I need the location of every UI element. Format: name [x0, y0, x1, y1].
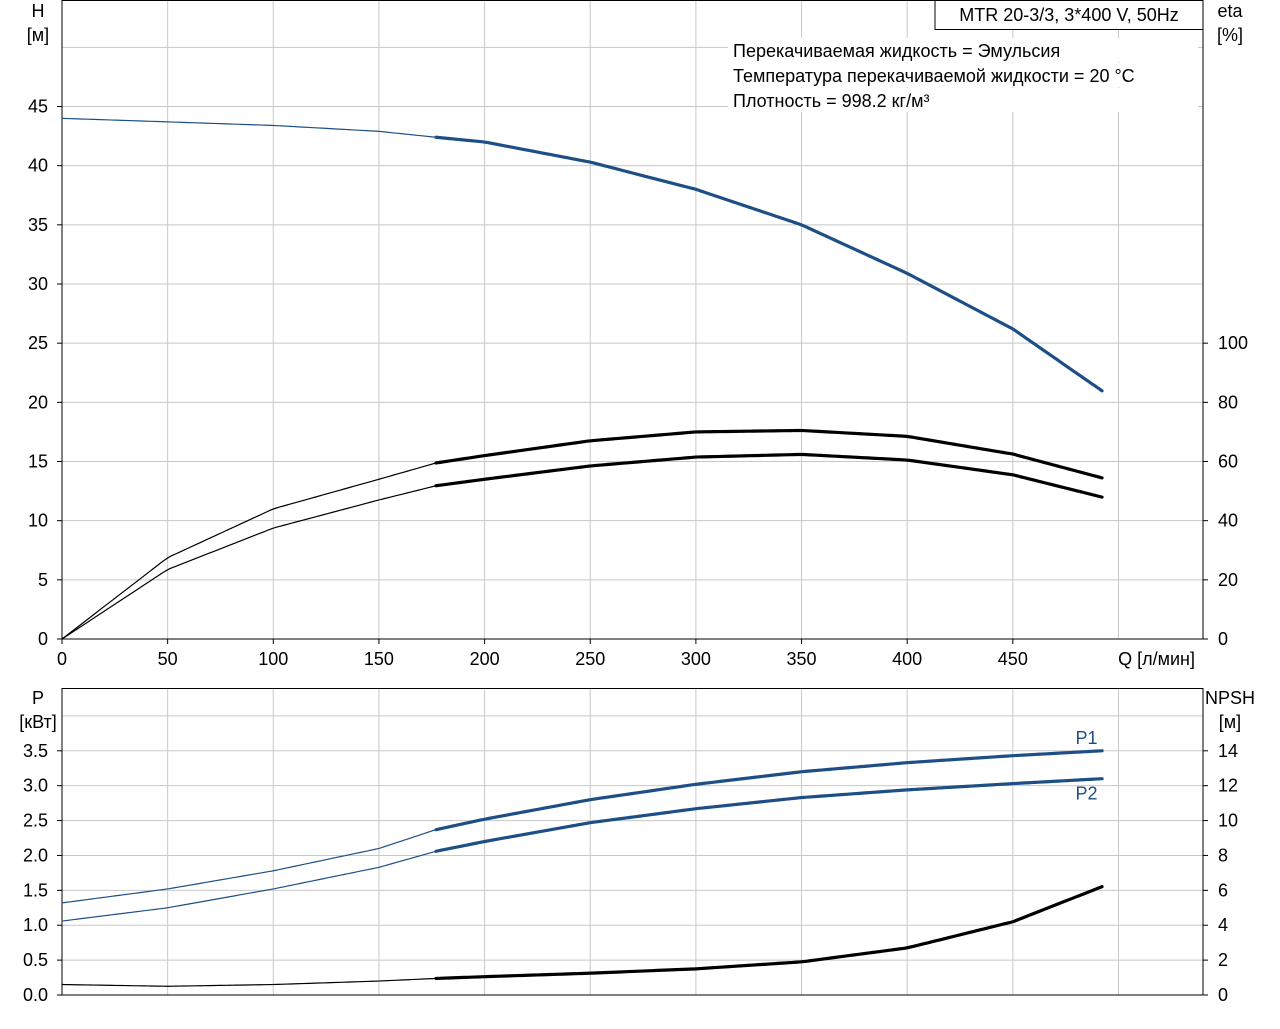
series-curve-0-1-duty	[434, 428, 1104, 480]
y-left-tick-label: 3.0	[23, 776, 48, 796]
y-right-axis-unit: [%]	[1217, 25, 1243, 45]
y-right-tick-label: 0	[1218, 985, 1228, 1005]
y-right-axis-unit: [м]	[1219, 712, 1241, 732]
x-tick-label: 250	[575, 649, 605, 669]
info-line-background	[728, 63, 1198, 87]
y-left-tick-label: 0.0	[23, 985, 48, 1005]
y-right-tick-label: 20	[1218, 570, 1238, 590]
y-left-axis-unit: [кВт]	[19, 712, 57, 732]
y-right-tick-label: 80	[1218, 392, 1238, 412]
y-right-tick-label: 60	[1218, 452, 1238, 472]
y-right-tick-label: 8	[1218, 845, 1228, 865]
y-left-tick-label: 30	[28, 274, 48, 294]
y-left-tick-label: 35	[28, 215, 48, 235]
series-label-p2: P2	[1076, 784, 1098, 804]
info-line: Плотность = 998.2 кг/м³	[733, 91, 929, 111]
x-tick-label: 100	[258, 649, 288, 669]
y-left-axis-title: P	[32, 688, 44, 708]
series-p1-duty	[434, 749, 1104, 832]
series-npsh-duty	[434, 885, 1104, 981]
y-left-tick-label: 2.5	[23, 811, 48, 831]
y-right-tick-label: 40	[1218, 511, 1238, 531]
y-left-tick-label: 0	[38, 629, 48, 649]
y-right-tick-label: 6	[1218, 880, 1228, 900]
y-left-tick-label: 45	[28, 97, 48, 117]
y-left-tick-label: 20	[28, 392, 48, 412]
y-left-tick-label: 40	[28, 156, 48, 176]
y-left-tick-label: 0.5	[23, 950, 48, 970]
y-left-tick-label: 5	[38, 570, 48, 590]
plot-frame	[61, 688, 1204, 996]
y-left-axis-unit: [м]	[27, 25, 49, 45]
model-title-box	[934, 0, 1204, 30]
y-left-tick-label: 25	[28, 333, 48, 353]
series-p1-extended	[61, 828, 438, 904]
y-left-tick-label: 2.0	[23, 845, 48, 865]
series-curve-0-0-duty	[434, 135, 1104, 393]
y-right-axis-title: eta	[1217, 1, 1243, 21]
x-axis-title: Q [л/мин]	[1118, 649, 1195, 669]
series-p2-duty	[434, 777, 1104, 853]
plot-frame	[61, 0, 1204, 640]
x-tick-label: 50	[158, 649, 178, 669]
series-curve-0-2-duty	[434, 452, 1104, 499]
x-tick-label: 200	[470, 649, 500, 669]
y-left-tick-label: 3.5	[23, 741, 48, 761]
y-right-tick-label: 0	[1218, 629, 1228, 649]
y-right-tick-label: 14	[1218, 741, 1238, 761]
y-left-tick-label: 15	[28, 452, 48, 472]
x-tick-label: 450	[998, 649, 1028, 669]
x-tick-label: 0	[57, 649, 67, 669]
series-curve-0-0-extended	[61, 117, 438, 138]
series-npsh-extended	[61, 977, 438, 987]
info-line-background	[728, 88, 1198, 112]
y-right-tick-label: 12	[1218, 776, 1238, 796]
y-left-tick-label: 1.5	[23, 880, 48, 900]
series-curve-0-2-extended	[61, 485, 438, 640]
x-tick-label: 400	[892, 649, 922, 669]
y-left-tick-label: 1.0	[23, 915, 48, 935]
y-left-tick-label: 10	[28, 511, 48, 531]
y-right-tick-label: 100	[1218, 333, 1248, 353]
info-line: Перекачиваемая жидкость = Эмульсия	[733, 41, 1060, 61]
x-tick-label: 150	[364, 649, 394, 669]
info-line: Температура перекачиваемой жидкости = 20…	[733, 66, 1135, 86]
x-tick-label: 350	[787, 649, 817, 669]
info-line-background	[728, 38, 1198, 62]
x-tick-label: 300	[681, 649, 711, 669]
y-right-tick-label: 4	[1218, 915, 1228, 935]
y-right-axis-title: NPSH	[1205, 688, 1255, 708]
series-curve-0-1-extended	[61, 462, 438, 640]
model-title: MTR 20-3/3, 3*400 V, 50Hz	[959, 5, 1178, 25]
y-right-tick-label: 10	[1218, 811, 1238, 831]
series-label-p1: P1	[1076, 728, 1098, 748]
y-left-axis-title: H	[32, 1, 45, 21]
y-right-tick-label: 2	[1218, 950, 1228, 970]
series-p2-extended	[61, 850, 438, 922]
